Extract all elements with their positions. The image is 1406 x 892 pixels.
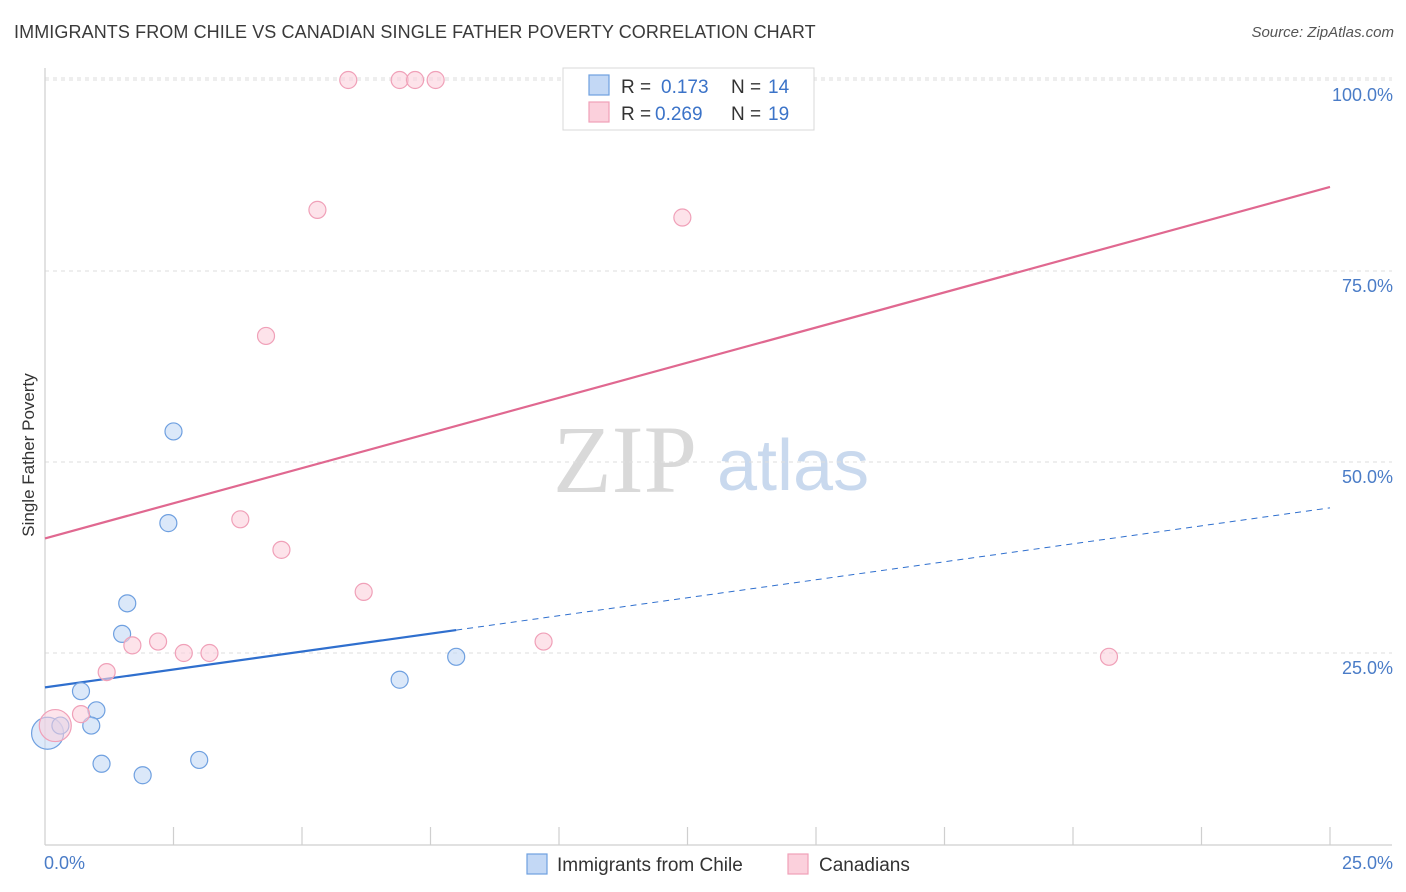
data-point-1-15 xyxy=(354,582,373,601)
watermark-zip: ZIP xyxy=(553,406,697,513)
legend-swatch-canadians xyxy=(588,101,610,123)
data-point-1-2 xyxy=(97,662,116,682)
data-point-1-6 xyxy=(200,643,219,663)
data-point-1-12 xyxy=(390,70,409,90)
x-tick-label-max: 25.0% xyxy=(1342,853,1393,873)
legend-n-label-canadians: N = xyxy=(731,104,761,125)
legend-r-label-canadians: R = xyxy=(621,104,651,125)
data-point-0-6 xyxy=(118,594,137,613)
series-legend-swatch-canadians xyxy=(787,853,809,875)
watermark-atlas: atlas xyxy=(717,426,869,506)
trend-line-1 xyxy=(44,185,1331,540)
data-point-1-7 xyxy=(231,510,250,529)
data-point-1-9 xyxy=(272,540,291,559)
data-point-0-11 xyxy=(190,750,209,770)
data-points xyxy=(30,70,1119,785)
y-tick-label-2: 75.0% xyxy=(1342,276,1393,296)
data-point-1-8 xyxy=(256,326,276,346)
data-point-0-13 xyxy=(447,647,466,666)
data-point-0-2 xyxy=(87,701,106,720)
legend-n-value-canadians: 19 xyxy=(768,104,789,125)
data-point-1-5 xyxy=(174,643,193,663)
y-tick-label-1: 50.0% xyxy=(1342,467,1393,487)
series-legend-label-chile: Immigrants from Chile xyxy=(557,855,743,876)
data-point-1-4 xyxy=(148,632,168,651)
data-point-0-3 xyxy=(82,716,101,735)
legend-r-value-canadians: 0.269 xyxy=(655,104,703,125)
data-point-1-0 xyxy=(38,708,72,743)
data-point-0-7 xyxy=(159,514,178,533)
data-point-1-13 xyxy=(405,70,425,90)
y-tick-labels: 25.0% 50.0% 75.0% 100.0% xyxy=(1332,85,1393,678)
series-legend-label-canadians: Canadians xyxy=(819,855,910,876)
legend-r-label-chile: R = xyxy=(621,77,651,98)
legend-r-value-chile: 0.173 xyxy=(661,77,709,98)
data-point-0-12 xyxy=(390,670,409,689)
data-point-0-4 xyxy=(71,682,91,701)
data-point-0-9 xyxy=(92,754,111,773)
data-point-1-11 xyxy=(339,70,358,90)
data-point-1-3 xyxy=(123,636,142,655)
data-point-1-17 xyxy=(673,208,692,227)
data-point-1-18 xyxy=(1099,647,1119,666)
legend-n-value-chile: 14 xyxy=(768,77,790,98)
y-axis-title: Single Father Poverty xyxy=(19,373,38,537)
y-tick-label-3: 100.0% xyxy=(1332,85,1393,105)
y-tick-label-0: 25.0% xyxy=(1342,658,1393,678)
data-point-1-1 xyxy=(71,705,91,724)
stats-legend: R = 0.173 N = 14 R = 0.269 N = 19 xyxy=(562,67,815,131)
series-legend: Immigrants from Chile Canadians xyxy=(526,853,910,876)
data-point-0-10 xyxy=(133,766,152,785)
data-point-0-5 xyxy=(112,624,132,644)
data-point-1-14 xyxy=(426,70,445,90)
legend-swatch-chile xyxy=(588,74,610,96)
data-point-0-8 xyxy=(164,422,183,441)
series-legend-swatch-chile xyxy=(526,853,548,875)
data-point-1-10 xyxy=(308,200,327,219)
chart-title: IMMIGRANTS FROM CHILE VS CANADIAN SINGLE… xyxy=(14,22,816,42)
x-tick-label-min: 0.0% xyxy=(44,853,85,873)
data-point-1-16 xyxy=(534,632,553,651)
watermark: ZIP atlas xyxy=(553,406,869,513)
legend-n-label-chile: N = xyxy=(731,77,761,98)
source-label: Source: ZipAtlas.com xyxy=(1251,24,1394,41)
trend-line-extension-0 xyxy=(456,507,1331,631)
gridlines xyxy=(45,77,1392,654)
